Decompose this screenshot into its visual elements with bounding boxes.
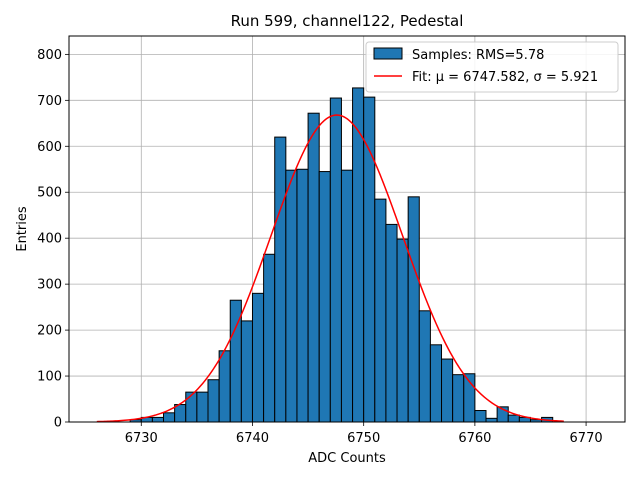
- x-axis-ticks: 6730 6740 6750 6760 6770: [125, 422, 603, 446]
- y-tick-label: 500: [37, 186, 62, 201]
- y-tick-label: 200: [37, 324, 62, 339]
- histogram-bar: [385, 223, 398, 423]
- histogram-bar: [251, 292, 265, 423]
- histogram-bar: [263, 253, 276, 423]
- histogram-bar: [185, 391, 198, 423]
- histogram-bar: [418, 310, 431, 423]
- histogram-bar: [240, 320, 253, 423]
- x-tick-label: 6740: [236, 431, 269, 446]
- fit-curve: [96, 114, 564, 423]
- legend: Samples: RMS=5.78 Fit: μ = 6747.582, σ =…: [365, 41, 619, 93]
- x-tick-label: 6760: [458, 431, 491, 446]
- histogram-bar: [207, 379, 220, 423]
- legend-box: [365, 41, 619, 93]
- legend-fit-label: Fit: μ = 6747.582, σ = 5.921: [412, 70, 598, 85]
- y-tick-label: 600: [37, 140, 62, 155]
- histogram-bar: [218, 350, 231, 423]
- x-tick-label: 6770: [570, 431, 603, 446]
- y-axis-label: Entries: [15, 206, 30, 252]
- y-tick-label: 300: [37, 278, 62, 293]
- y-tick-label: 800: [37, 48, 62, 63]
- histogram-bar: [340, 169, 354, 423]
- histogram-bar: [474, 410, 487, 423]
- y-tick-label: 100: [37, 370, 62, 385]
- histogram-bar: [452, 374, 465, 423]
- histogram-bar: [274, 136, 287, 423]
- x-tick-label: 6750: [347, 431, 380, 446]
- histogram-bar: [174, 404, 187, 423]
- histogram-bar: [441, 358, 454, 423]
- histogram-bar: [363, 96, 376, 423]
- chart-title: Run 599, channel122, Pedestal: [231, 12, 464, 30]
- y-tick-label: 0: [54, 416, 62, 431]
- histogram-bar: [307, 112, 320, 423]
- histogram-bar: [196, 391, 209, 423]
- histogram-bar: [151, 416, 165, 423]
- y-axis-ticks: 0 100 200 300 400 500 600 700 800: [37, 48, 69, 431]
- y-tick-label: 700: [37, 94, 62, 109]
- legend-histogram-label: Samples: RMS=5.78: [412, 48, 544, 63]
- histogram-bars: [129, 87, 554, 423]
- x-tick-label: 6730: [125, 431, 158, 446]
- histogram-bar: [329, 97, 342, 423]
- histogram-bar: [507, 414, 520, 423]
- x-axis-label: ADC Counts: [308, 451, 386, 466]
- histogram-bar: [407, 196, 420, 423]
- histogram-bar: [485, 417, 498, 423]
- histogram-bar: [285, 169, 298, 423]
- y-tick-label: 400: [37, 232, 62, 247]
- histogram-bar: [296, 168, 309, 423]
- histogram-bar: [163, 412, 176, 423]
- legend-histogram-swatch: [373, 47, 403, 60]
- histogram-bar: [318, 171, 331, 423]
- histogram-bar: [429, 344, 443, 423]
- plot-frame: [68, 35, 626, 423]
- histogram-bar: [396, 238, 409, 423]
- histogram-bar: [374, 198, 387, 423]
